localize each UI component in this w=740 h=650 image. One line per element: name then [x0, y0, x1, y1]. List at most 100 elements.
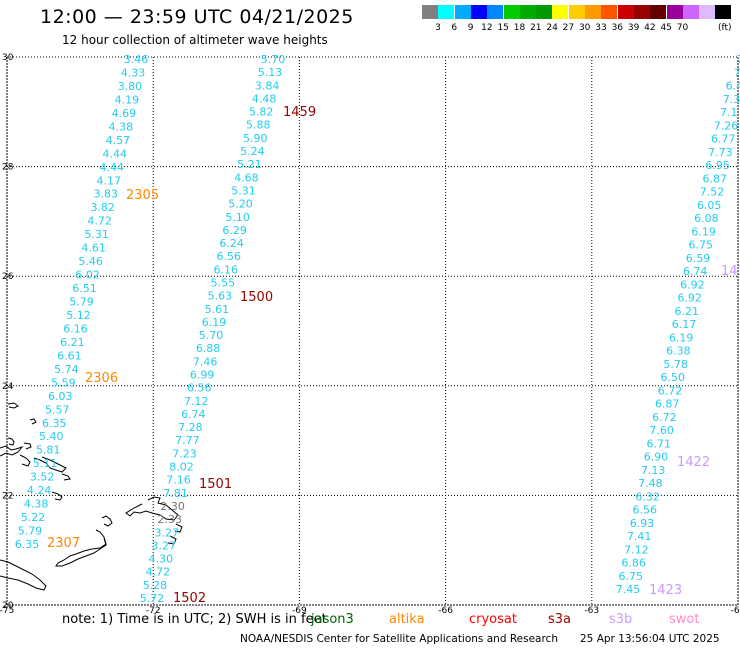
wave-height-reading: 6.35	[42, 417, 67, 430]
wave-height-reading: 7.26	[714, 119, 739, 132]
wave-height-reading: 6.21	[60, 336, 85, 349]
wave-height-reading: 4.48	[252, 92, 277, 105]
coastline-island	[167, 535, 177, 545]
scale-swatch	[650, 5, 667, 19]
scale-label: 39	[627, 23, 640, 33]
wave-height-reading: 3.80	[118, 80, 143, 93]
wave-height-reading: 7.48	[638, 477, 663, 490]
wave-height-reading: 6.74	[181, 408, 206, 421]
wave-height-reading: 6.99	[190, 369, 215, 382]
wave-height-reading: 6.05	[697, 199, 722, 212]
wave-height-reading: 6.74	[683, 265, 708, 278]
wave-height-reading: 4.72	[146, 566, 171, 579]
wave-height-reading: 4.24	[27, 484, 52, 497]
wave-height-reading: 4.72	[87, 215, 112, 228]
wave-height-reading: 6.19	[202, 316, 227, 329]
map-title: 12:00 — 23:59 UTC 04/21/2025	[40, 6, 354, 28]
coastline-island	[19, 454, 31, 467]
scale-label: 36	[611, 23, 624, 33]
wave-height-reading: 6.16	[63, 322, 88, 335]
pass-time-label: 1423	[649, 583, 682, 598]
coastline-island	[51, 491, 63, 501]
wave-height-reading: 5.31	[231, 184, 256, 197]
scale-label: 3	[435, 23, 441, 33]
wave-height-reading: 6.19	[669, 331, 694, 344]
wave-height-reading: 6.02	[75, 269, 100, 282]
scale-swatch	[682, 5, 699, 19]
wave-height-reading: 7.46	[193, 355, 218, 368]
wave-height-reading: 4.68	[234, 171, 259, 184]
scale-label: 42	[644, 23, 656, 33]
satellite-legend-swot: swot	[669, 612, 700, 627]
wave-height-reading: 5.28	[143, 579, 168, 592]
wave-height-reading: 4.30	[149, 553, 174, 566]
generated-timestamp: 25 Apr 13:56:04 UTC 2025	[580, 633, 720, 645]
wave-height-reading: 6.35	[15, 538, 40, 551]
coastline-island	[29, 418, 37, 425]
wave-height-reading: 4.44	[103, 147, 128, 160]
scale-swatch	[699, 5, 716, 19]
wave-height-reading: 6.24	[219, 237, 244, 250]
map-subtitle: 12 hour collection of altimeter wave hei…	[62, 33, 328, 47]
wave-height-reading: 7.23	[172, 447, 197, 460]
wave-height-reading: 5.79	[69, 296, 94, 309]
wave-height-reading: 6.17	[672, 318, 697, 331]
wave-height-reading: 5.82	[249, 106, 274, 119]
latitude-tick-label: 30	[2, 53, 14, 63]
wave-height-reading: 6.21	[675, 305, 700, 318]
wave-height-reading: 6.19	[691, 225, 716, 238]
wave-height-reading: 7.3	[723, 93, 740, 106]
wave-height-reading: 4.19	[115, 93, 140, 106]
wave-height-reading: 6.88	[196, 342, 221, 355]
wave-height-reading: 3.27	[155, 526, 180, 539]
coastline-island	[7, 402, 19, 409]
wave-height-reading: 4.61	[81, 242, 106, 255]
wave-height-reading: 5.10	[225, 211, 250, 224]
wave-height-reading: 7.16	[166, 474, 191, 487]
footer-note: note: 1) Time is in UTC; 2) SWH is in fe…	[62, 612, 327, 627]
scale-label: 27	[562, 23, 575, 33]
wave-height-reading: 6.71	[647, 437, 672, 450]
wave-height-reading: 6.92	[677, 292, 702, 305]
wave-height-reading: 6.56	[633, 504, 658, 517]
pass-time-label: 1500	[240, 290, 273, 305]
wave-height-reading: 6.08	[694, 212, 719, 225]
scale-label: 45	[660, 23, 672, 33]
wave-height-reading: 6.59	[686, 252, 711, 265]
longitude-tick-label: -60	[731, 606, 740, 616]
wave-height-reading: 6.16	[214, 263, 239, 276]
coastline-island	[0, 445, 24, 457]
scale-label: 15	[497, 23, 509, 33]
wave-height-reading: 6.92	[680, 278, 705, 291]
latitude-tick-label: 26	[2, 272, 14, 282]
scale-swatch	[617, 5, 634, 19]
pass-time-label: 2305	[126, 188, 159, 203]
wave-height-reading: 6.61	[57, 349, 82, 362]
wave-height-reading: 5.20	[228, 198, 253, 211]
pass-time-label: 2306	[85, 371, 118, 386]
scale-label: 30	[578, 23, 591, 33]
wave-height-reading: 6.29	[222, 224, 247, 237]
pass-time-label: 1459	[283, 105, 316, 120]
satellite-legend-cryosat: cryosat	[469, 612, 517, 627]
wave-height-reading: 5.79	[18, 525, 43, 538]
wave-height-reading: 3.84	[255, 79, 280, 92]
longitude-tick-label: -75	[0, 606, 14, 616]
wave-height-reading: 6.38	[666, 345, 691, 358]
wave-height-reading: 3.27	[152, 539, 177, 552]
longitude-tick-label: -69	[292, 606, 307, 616]
pass-time-label: 2307	[47, 536, 80, 551]
scale-label: 6	[451, 23, 458, 33]
wave-height-reading: 5.72	[140, 592, 165, 605]
wave-height-reading: 7.77	[175, 434, 200, 447]
satellite-legend-s3a: s3a	[548, 612, 572, 627]
wave-height-reading: 6.72	[652, 411, 677, 424]
scale-swatch	[422, 5, 438, 19]
wave-height-reading: 7.60	[649, 424, 674, 437]
satellite-legend-jason3: jason3	[311, 612, 354, 627]
wave-height-reading: 6.87	[655, 398, 680, 411]
wave-height-reading: 4.38	[109, 120, 134, 133]
scale-swatch	[487, 5, 504, 19]
wave-height-reading: 5.31	[84, 228, 109, 241]
wave-height-reading: 5.90	[243, 132, 268, 145]
